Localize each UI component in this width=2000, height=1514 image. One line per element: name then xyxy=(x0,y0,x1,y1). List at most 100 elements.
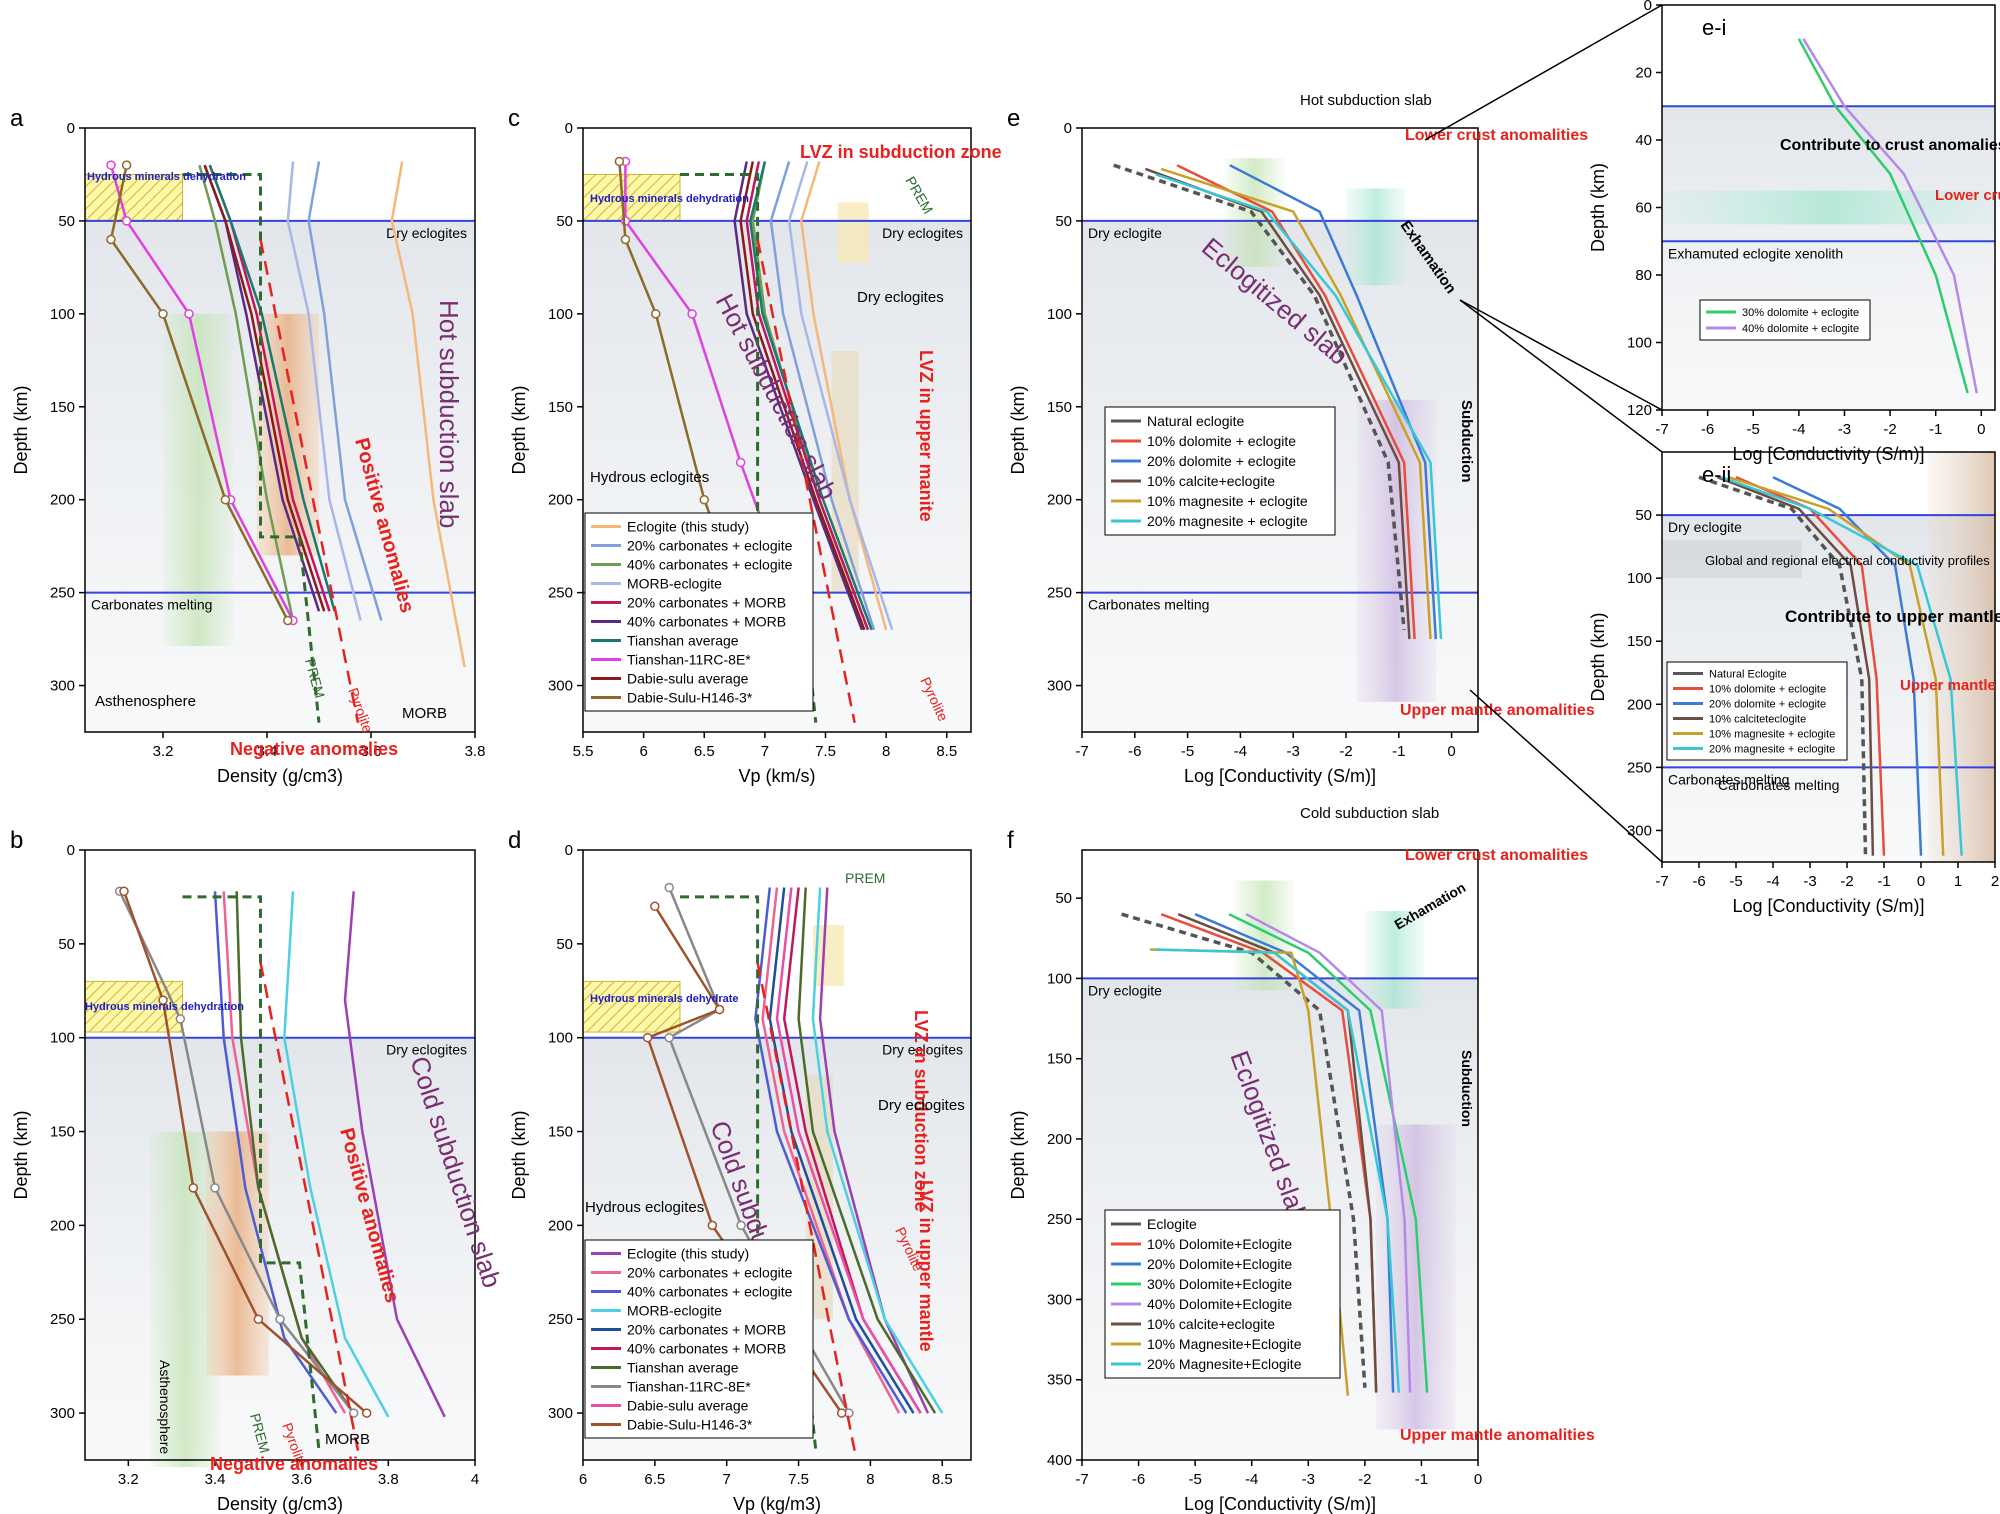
series-line xyxy=(1160,167,1432,640)
legend-label: 20% carbonates + MORB xyxy=(627,594,786,610)
x-tick-label: -4 xyxy=(1234,743,1247,760)
y-tick-label: 40 xyxy=(1635,132,1652,149)
legend-label: 20% magnesite + eclogite xyxy=(1147,513,1308,529)
panel-label: e-ii xyxy=(1702,462,1731,487)
y-tick-label: 50 xyxy=(1635,507,1652,524)
y-tick-label: 150 xyxy=(1627,633,1652,650)
y-axis-label: Depth (km) xyxy=(11,1110,31,1199)
x-axis-label: Density (g/cm3) xyxy=(217,1494,343,1514)
y-axis-label: Depth (km) xyxy=(1588,163,1608,252)
panel-label: c xyxy=(508,105,520,132)
lower-crust-band xyxy=(1364,911,1425,1009)
series-line xyxy=(768,887,915,1414)
y-tick-label: 300 xyxy=(1627,822,1652,839)
x-tick-label: 7.5 xyxy=(815,743,836,760)
legend-label: 40% carbonates + MORB xyxy=(627,613,786,629)
x-tick-label: 8 xyxy=(866,1471,874,1488)
data-point xyxy=(650,901,660,912)
y-tick-label: 150 xyxy=(50,1124,75,1141)
y-tick-label: 150 xyxy=(50,399,75,416)
x-axis-label: Log [Conductivity (S/m)] xyxy=(1184,1494,1376,1514)
boundary-label: Dry eclogite xyxy=(1088,225,1162,241)
series-line xyxy=(307,161,383,621)
x-tick-label: -7 xyxy=(1075,743,1088,760)
series-line xyxy=(797,887,937,1414)
negative-anomaly-band xyxy=(163,313,234,647)
series-line xyxy=(1228,913,1429,1393)
hydrous-dehydration-box xyxy=(84,173,183,222)
y-tick-label: 100 xyxy=(548,1030,573,1047)
series-line xyxy=(1113,163,1406,630)
panel-label: e-i xyxy=(1702,15,1726,40)
y-axis-label: Depth (km) xyxy=(1008,1110,1028,1199)
legend-label: 30% Dolomite+Eclogite xyxy=(1147,1276,1292,1292)
data-point xyxy=(361,1408,372,1418)
x-tick-label: -5 xyxy=(1188,1471,1201,1488)
x-tick-label: 2 xyxy=(1991,873,1999,890)
legend-label: Eclogite (this study) xyxy=(627,518,749,534)
legend-label: Natural eclogite xyxy=(1147,413,1244,429)
x-tick-label: 4 xyxy=(471,1471,479,1488)
series-line xyxy=(775,887,922,1414)
legend-box xyxy=(1104,406,1336,536)
y-axis-label: Depth (km) xyxy=(1588,612,1608,701)
legend-label: MORB-eclogite xyxy=(627,1302,722,1318)
annotation-text: PREM xyxy=(845,870,885,886)
y-tick-label: 200 xyxy=(50,1217,75,1234)
x-tick-label: 7 xyxy=(761,743,769,760)
annotation-text: PREM xyxy=(902,174,936,217)
x-tick-label: 0 xyxy=(1447,743,1455,760)
series-line xyxy=(198,164,295,621)
data-point xyxy=(121,216,132,226)
plot-frame xyxy=(582,127,972,733)
data-point xyxy=(836,1408,847,1418)
annotation-text: Hydrous minerals dehydration xyxy=(85,1001,244,1013)
x-tick-label: 3.2 xyxy=(153,743,174,760)
series-line xyxy=(1802,38,1979,394)
legend-label: 20% dolomite + eclogite xyxy=(1147,453,1296,469)
annotation-text: Cold subduction slab xyxy=(1300,805,1439,822)
panel-b: Dry eclogites 3.2 3.4 3.6 3.8 4 0 50 100 150 200 25… xyxy=(10,827,507,1514)
y-tick-label: 0 xyxy=(1644,0,1652,14)
annotation-text: Subduction xyxy=(1459,1050,1475,1127)
x-tick-label: 3.6 xyxy=(291,1471,312,1488)
x-tick-label: -5 xyxy=(1181,743,1194,760)
legend-label: Tianshan-11RC-8E* xyxy=(627,1378,751,1394)
x-axis-label: Log [Conductivity (S/m)] xyxy=(1732,896,1924,916)
annotation-text: Hydrous minerals dehydration xyxy=(590,193,749,205)
data-point xyxy=(664,1032,674,1043)
series-line xyxy=(1735,476,1886,856)
legend-label: 20% carbonates + eclogite xyxy=(627,537,793,553)
annotation-text: Subduction xyxy=(1458,400,1475,483)
data-point xyxy=(283,615,293,626)
y-tick-label: 100 xyxy=(50,306,75,323)
series-line xyxy=(203,164,326,612)
series-line xyxy=(769,161,876,631)
y-tick-label: 100 xyxy=(1627,335,1652,352)
y-tick-label: 200 xyxy=(1627,696,1652,713)
y-tick-label: 300 xyxy=(50,1405,75,1422)
hydrous-dehydration-box xyxy=(582,173,681,222)
annotation-text: LVZ in subduction zone xyxy=(911,1010,931,1212)
legend-label: Dabie-sulu average xyxy=(627,670,749,686)
legend-label: 20% carbonates + eclogite xyxy=(627,1264,793,1280)
y-tick-label: 50 xyxy=(58,213,75,230)
x-tick-label: -4 xyxy=(1245,1471,1258,1488)
legend-label: 10% magnesite + eclogite xyxy=(1709,728,1835,740)
y-axis-label: Depth (km) xyxy=(509,1110,529,1199)
data-point xyxy=(188,1183,199,1193)
series-line xyxy=(1717,476,1875,856)
x-tick-label: -4 xyxy=(1792,421,1805,438)
x-tick-label: 6 xyxy=(639,743,647,760)
annotation-text: Contribute to crust anomalies xyxy=(1780,137,2000,154)
legend-label: 40% carbonates + MORB xyxy=(627,1340,786,1356)
boundary-label: Carbonates melting xyxy=(91,597,212,613)
y-tick-label: 0 xyxy=(1064,120,1072,137)
y-tick-label: 0 xyxy=(67,842,75,859)
x-tick-label: -5 xyxy=(1729,873,1742,890)
data-point xyxy=(119,886,129,897)
series-line xyxy=(1121,912,1367,1388)
x-tick-label: 8.5 xyxy=(932,1471,953,1488)
series-line xyxy=(1772,476,1923,856)
legend-label: 40% carbonates + eclogite xyxy=(627,1283,793,1299)
